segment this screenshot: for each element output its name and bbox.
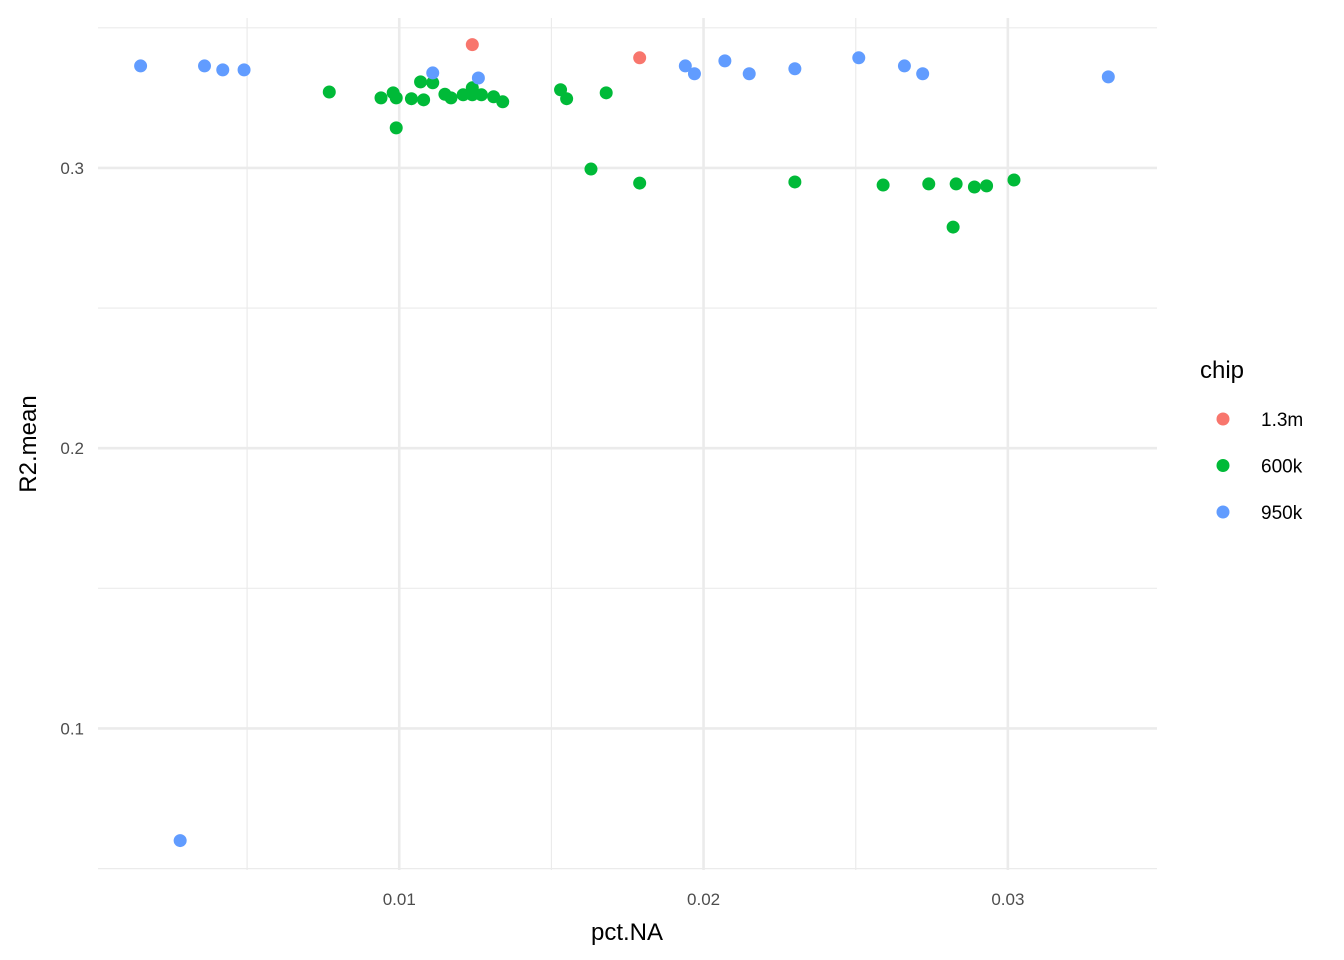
data-point-950k bbox=[426, 66, 440, 80]
data-point-600k bbox=[417, 93, 431, 107]
axes: 0.01 0.02 0.03 0.1 0.2 0.3 bbox=[60, 159, 1024, 909]
data-point-600k bbox=[374, 91, 388, 105]
grid bbox=[98, 18, 1157, 870]
data-point-600k bbox=[414, 75, 428, 89]
data-point-600k bbox=[465, 81, 479, 95]
data-point-950k bbox=[788, 62, 802, 76]
legend-key-1.3m bbox=[1216, 412, 1230, 426]
legend-label-950k: 950k bbox=[1261, 503, 1303, 524]
data-point-1.3m bbox=[633, 51, 647, 65]
data-point-950k bbox=[687, 67, 701, 81]
legend-key-950k bbox=[1216, 505, 1230, 519]
data-points bbox=[134, 38, 1115, 848]
data-point-600k bbox=[404, 92, 418, 106]
data-point-950k bbox=[852, 51, 866, 65]
x-tick-label: 0.03 bbox=[991, 890, 1024, 909]
legend-title: chip bbox=[1200, 357, 1244, 384]
data-point-950k bbox=[237, 63, 251, 77]
data-point-950k bbox=[134, 59, 148, 73]
data-point-600k bbox=[633, 176, 647, 190]
y-tick-label: 0.2 bbox=[60, 439, 84, 458]
y-tick-label: 0.3 bbox=[60, 159, 84, 178]
data-point-950k bbox=[198, 59, 212, 73]
x-tick-label: 0.02 bbox=[687, 890, 720, 909]
data-point-600k bbox=[456, 88, 470, 102]
legend-label-1.3m: 1.3m bbox=[1261, 410, 1303, 431]
data-point-600k bbox=[322, 85, 336, 99]
data-point-600k bbox=[967, 180, 981, 194]
legend-items: 1.3m 600k 950k bbox=[1216, 410, 1303, 524]
x-axis-title: pct.NA bbox=[591, 919, 663, 946]
data-point-950k bbox=[897, 59, 911, 73]
data-point-600k bbox=[946, 220, 960, 234]
data-point-1.3m bbox=[465, 38, 479, 52]
data-point-600k bbox=[788, 175, 802, 189]
legend-key-600k bbox=[1216, 459, 1230, 472]
x-tick-label: 0.01 bbox=[383, 890, 416, 909]
data-point-600k bbox=[922, 177, 936, 191]
data-point-950k bbox=[916, 67, 930, 81]
data-point-600k bbox=[389, 91, 403, 105]
data-point-600k bbox=[496, 95, 510, 109]
y-tick-label: 0.1 bbox=[60, 719, 84, 738]
data-point-950k bbox=[1101, 70, 1115, 84]
y-axis-title: R2.mean bbox=[15, 395, 42, 492]
data-point-950k bbox=[216, 63, 230, 77]
legend: chip 1.3m 600k 950k bbox=[1200, 357, 1303, 524]
data-point-600k bbox=[980, 179, 994, 193]
data-point-950k bbox=[173, 834, 187, 848]
data-point-950k bbox=[471, 71, 485, 85]
data-point-600k bbox=[584, 162, 598, 176]
data-point-950k bbox=[718, 54, 732, 68]
data-point-600k bbox=[444, 91, 458, 105]
data-point-600k bbox=[876, 178, 890, 192]
data-point-600k bbox=[474, 88, 488, 102]
data-point-950k bbox=[678, 59, 692, 73]
data-point-600k bbox=[389, 121, 403, 135]
data-point-600k bbox=[560, 92, 574, 106]
data-point-600k bbox=[1007, 173, 1021, 187]
data-point-600k bbox=[426, 76, 440, 90]
data-point-600k bbox=[949, 177, 963, 191]
data-point-600k bbox=[599, 86, 613, 100]
data-point-950k bbox=[742, 67, 756, 81]
legend-label-600k: 600k bbox=[1261, 457, 1303, 478]
